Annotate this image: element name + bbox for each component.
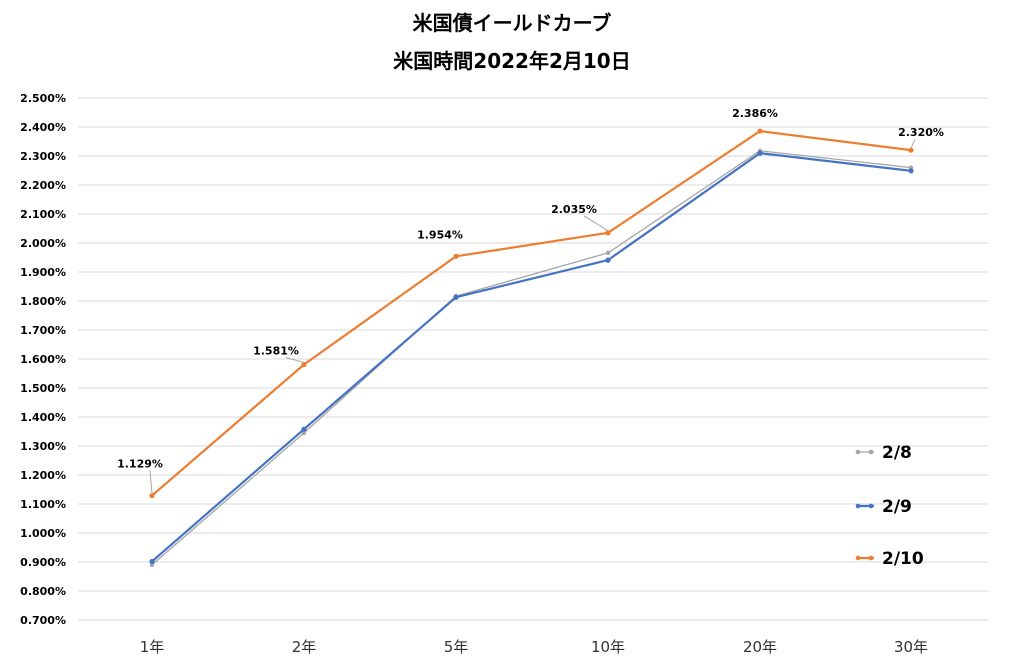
data-point [605, 230, 611, 236]
legend-marker [855, 555, 861, 561]
legend-item-2-10: 2/10 [855, 549, 924, 569]
legend-label: 2/8 [882, 443, 912, 463]
series-lines [149, 128, 914, 568]
y-tick-label: 1.900% [20, 266, 66, 279]
legend-item-2-8: 2/8 [855, 443, 912, 463]
x-tick-label: 30年 [894, 638, 928, 656]
data-label: 2.386% [732, 107, 778, 120]
data-point [605, 257, 611, 263]
legend-label: 2/9 [882, 497, 912, 517]
y-tick-label: 2.100% [20, 208, 66, 221]
data-label: 2.320% [898, 126, 944, 139]
legend-label: 2/10 [882, 549, 924, 569]
leader-line [910, 138, 916, 149]
y-tick-label: 1.100% [20, 498, 66, 511]
data-point [301, 426, 307, 432]
legend-marker [868, 449, 874, 455]
y-tick-label: 2.300% [20, 150, 66, 163]
y-axis-ticks: 0.700% 0.800% 0.900% 1.000% 1.100% 1.200% 1.30… [20, 92, 66, 627]
leader-line [149, 470, 153, 494]
y-tick-label: 0.700% [20, 614, 66, 627]
x-tick-label: 5年 [444, 638, 469, 656]
y-tick-label: 2.400% [20, 121, 66, 134]
legend: 2/8 2/9 2/10 [855, 443, 924, 569]
y-tick-label: 1.300% [20, 440, 66, 453]
data-point [149, 558, 155, 565]
x-tick-label: 20年 [743, 638, 777, 656]
y-tick-label: 1.200% [20, 469, 66, 482]
y-tick-label: 1.800% [20, 295, 66, 308]
gridlines [78, 97, 988, 621]
data-point [757, 128, 763, 134]
legend-marker [855, 503, 861, 509]
data-labels: 1.129% 1.581% 1.954% 2.035% 2.386% 2.320% [117, 107, 944, 494]
legend-marker [855, 449, 861, 455]
y-tick-label: 1.700% [20, 324, 66, 337]
legend-item-2-9: 2/9 [855, 497, 912, 517]
y-tick-label: 0.800% [20, 585, 66, 598]
series-line-2-8 [151, 150, 912, 566]
chart-subtitle: 米国時間2022年2月10日 [393, 49, 630, 73]
data-point [908, 168, 914, 174]
leader-line [285, 357, 305, 363]
leader-line [583, 215, 609, 232]
y-tick-label: 1.600% [20, 353, 66, 366]
data-point [453, 253, 459, 259]
x-axis-ticks: 1年 2年 5年 10年 20年 30年 [140, 638, 928, 656]
data-point [605, 250, 611, 256]
y-tick-label: 1.000% [20, 527, 66, 540]
y-tick-label: 2.000% [20, 237, 66, 250]
x-tick-label: 2年 [292, 638, 317, 656]
data-point [908, 147, 914, 153]
y-tick-label: 2.200% [20, 179, 66, 192]
y-tick-label: 0.900% [20, 556, 66, 569]
x-tick-label: 1年 [140, 638, 165, 656]
data-label: 1.129% [117, 458, 163, 471]
x-tick-label: 10年 [591, 638, 625, 656]
series-line-2-10 [151, 130, 912, 497]
y-tick-label: 1.500% [20, 382, 66, 395]
series-line-2-9 [151, 152, 912, 563]
data-point [301, 430, 307, 436]
data-point [149, 492, 155, 499]
data-point [453, 294, 459, 300]
data-label: 1.581% [253, 345, 299, 358]
data-point [757, 150, 763, 156]
data-label: 1.954% [417, 228, 463, 241]
y-tick-label: 1.400% [20, 411, 66, 424]
chart-title: 米国債イールドカーブ [413, 11, 612, 35]
data-point [301, 361, 307, 368]
legend-marker [868, 503, 874, 509]
data-point [149, 562, 155, 568]
y-tick-label: 2.500% [20, 92, 66, 105]
legend-marker [868, 555, 874, 561]
data-label: 2.035% [551, 203, 597, 216]
